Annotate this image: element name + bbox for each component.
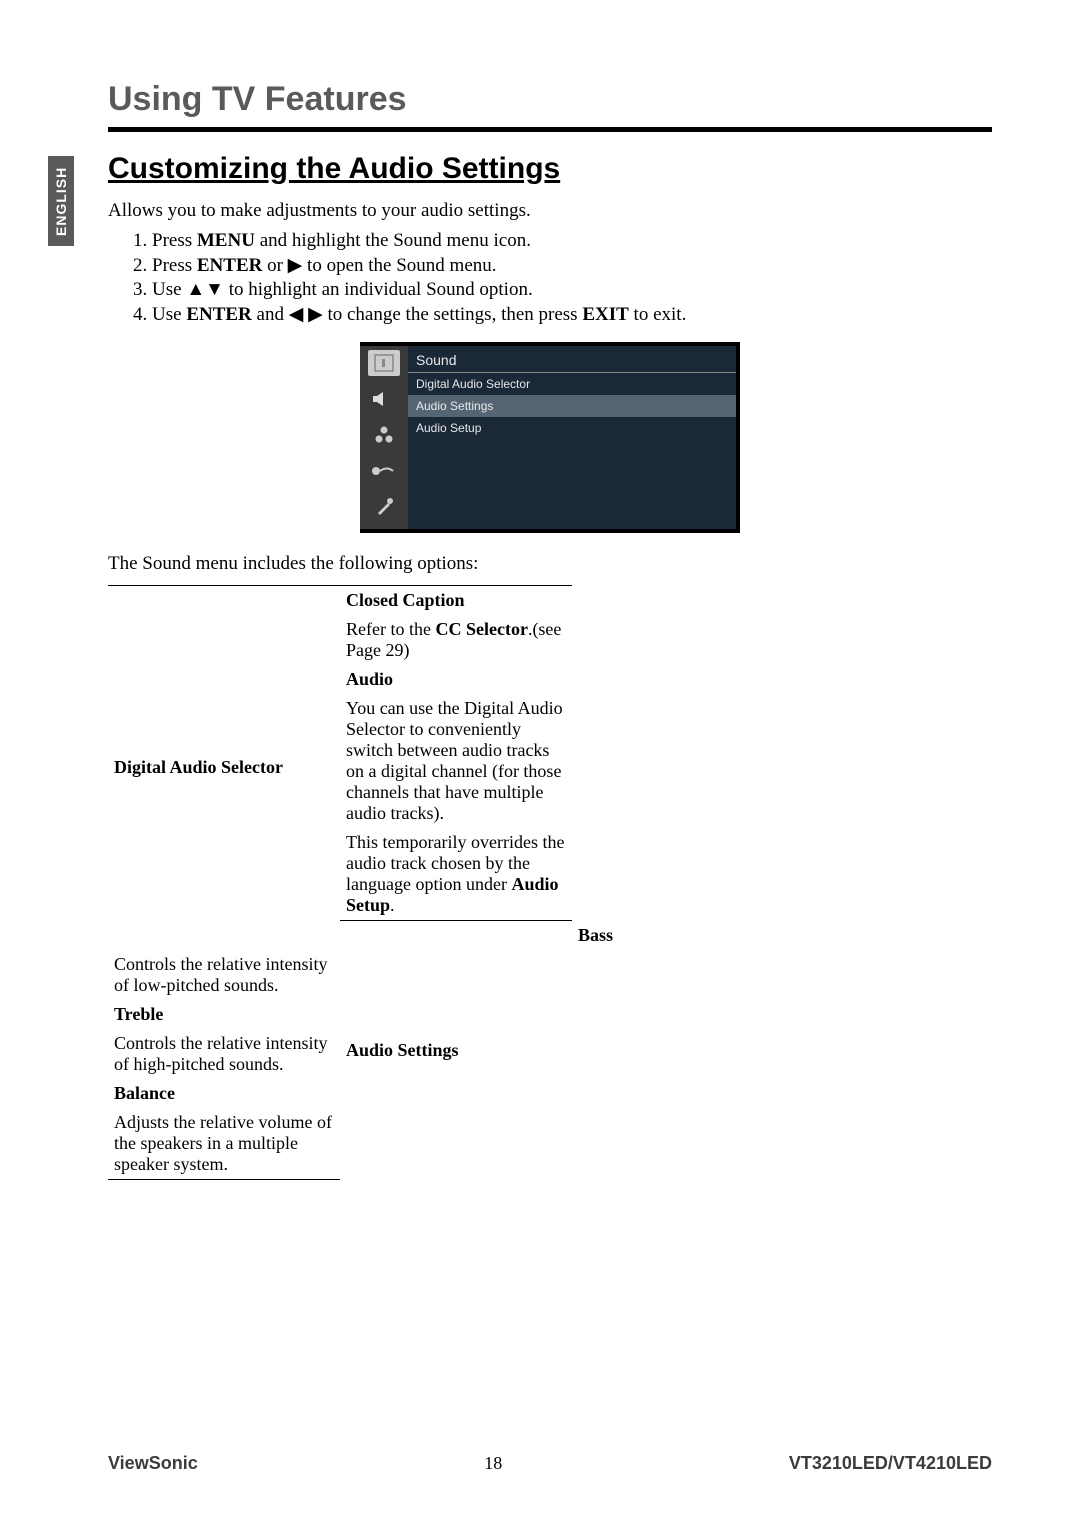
keyword-menu: MENU	[197, 230, 255, 251]
keyword-enter: ENTER	[197, 255, 262, 276]
option-desc: This temporarily overrides the audio tra…	[340, 828, 572, 921]
page-footer: ViewSonic 18 VT3210LED/VT4210LED	[108, 1453, 992, 1474]
option-label: Audio Settings	[340, 921, 572, 1180]
osd-row-selected: Audio Settings	[408, 395, 736, 417]
text: and	[252, 304, 289, 325]
channel-icon	[368, 422, 400, 448]
sub-heading: Balance	[108, 1079, 340, 1108]
right-arrow-icon: ▶	[288, 255, 303, 276]
chapter-title: Using TV Features	[108, 80, 992, 119]
osd-menu-screenshot: Sound Digital Audio Selector Audio Setti…	[360, 342, 740, 533]
text: to exit.	[629, 304, 687, 325]
keyword-enter: ENTER	[186, 304, 251, 325]
footer-page-number: 18	[484, 1453, 502, 1474]
osd-title: Sound	[408, 346, 736, 373]
up-arrow-icon: ▲	[186, 279, 205, 300]
osd-row: Audio Setup	[408, 417, 736, 439]
title-rule	[108, 127, 992, 132]
osd-menu-panel: Sound Digital Audio Selector Audio Setti…	[408, 346, 736, 529]
option-desc: Refer to the CC Selector.(see Page 29)	[340, 615, 572, 665]
osd-icon-column	[360, 346, 408, 529]
option-desc: Controls the relative intensity of low-p…	[108, 950, 340, 1000]
options-intro: The Sound menu includes the following op…	[108, 553, 992, 575]
sub-heading: Treble	[108, 1000, 340, 1029]
sub-heading: Bass	[572, 921, 992, 950]
language-tab: ENGLISH	[48, 156, 74, 246]
text: Use	[152, 279, 186, 300]
option-desc: You can use the Digital Audio Selector t…	[340, 694, 572, 828]
keyword-exit: EXIT	[582, 304, 628, 325]
picture-icon	[368, 350, 400, 376]
step-3: Use ▲▼ to highlight an individual Sound …	[152, 279, 992, 301]
footer-brand: ViewSonic	[108, 1453, 198, 1474]
page-content: Using TV Features Customizing the Audio …	[0, 0, 1080, 1240]
option-desc: Controls the relative intensity of high-…	[108, 1029, 340, 1079]
text: or	[262, 255, 287, 276]
section-title: Customizing the Audio Settings	[108, 152, 992, 186]
step-list: Press MENU and highlight the Sound menu …	[130, 230, 992, 326]
setup-icon	[368, 494, 400, 520]
section-intro: Allows you to make adjustments to your a…	[108, 200, 992, 222]
text: to open the Sound menu.	[302, 255, 496, 276]
osd-spacer	[408, 439, 736, 529]
step-1: Press MENU and highlight the Sound menu …	[152, 230, 992, 252]
osd-row: Digital Audio Selector	[408, 373, 736, 395]
footer-model: VT3210LED/VT4210LED	[789, 1453, 992, 1474]
option-label: Digital Audio Selector	[108, 586, 340, 950]
step-4: Use ENTER and ◀ ▶ to change the settings…	[152, 303, 992, 326]
down-arrow-icon: ▼	[205, 279, 224, 300]
left-arrow-icon: ◀	[289, 304, 304, 325]
lock-icon	[368, 458, 400, 484]
option-desc: Adjusts the relative volume of the speak…	[108, 1108, 340, 1180]
sub-heading: Closed Caption	[340, 586, 572, 616]
options-table: Digital Audio Selector Closed Caption Re…	[108, 585, 992, 1180]
text: Press	[152, 255, 197, 276]
sound-icon	[368, 386, 400, 412]
text: and highlight the Sound menu icon.	[255, 230, 531, 251]
keyword: CC Selector	[435, 619, 527, 639]
text: Refer to the	[346, 619, 435, 639]
text: Press	[152, 230, 197, 251]
sub-heading: Audio	[340, 665, 572, 694]
step-2: Press ENTER or ▶ to open the Sound menu.	[152, 254, 992, 277]
right-arrow-icon: ▶	[308, 304, 323, 325]
text: .	[390, 895, 395, 915]
text: Use	[152, 304, 186, 325]
text: to highlight an individual Sound option.	[224, 279, 533, 300]
text: to change the settings, then press	[323, 304, 583, 325]
